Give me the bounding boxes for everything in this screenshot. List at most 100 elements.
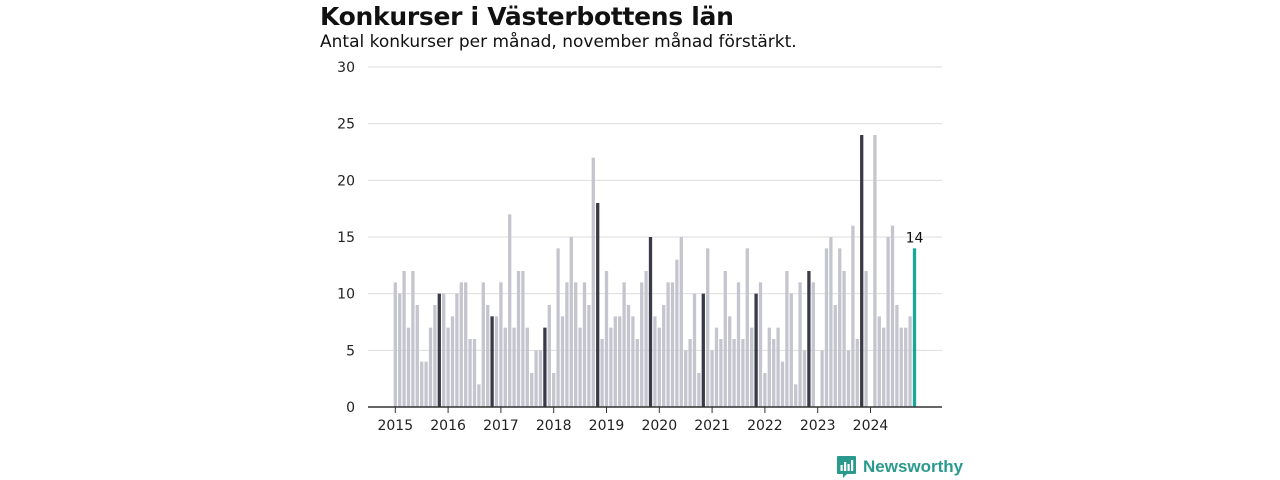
bar — [631, 316, 635, 407]
y-tick-label: 10 — [337, 287, 355, 303]
bar — [415, 305, 419, 407]
bar — [459, 282, 463, 407]
bar — [666, 282, 670, 407]
bar — [530, 373, 534, 407]
november-bar — [860, 135, 864, 407]
bar — [851, 225, 855, 407]
bar — [890, 225, 895, 407]
bar — [569, 237, 573, 407]
bar — [644, 271, 648, 407]
bar — [494, 316, 499, 407]
bar — [578, 327, 582, 407]
y-tick-label: 25 — [337, 117, 355, 133]
bar — [710, 350, 714, 407]
bar — [697, 373, 701, 407]
x-tick-label: 2016 — [430, 418, 466, 434]
bar — [556, 248, 560, 407]
bar — [798, 282, 802, 407]
bar — [838, 248, 842, 407]
bar — [662, 305, 666, 407]
bar — [904, 327, 908, 407]
bar — [758, 282, 763, 407]
bar — [512, 327, 516, 407]
bar — [714, 327, 719, 407]
bar — [411, 271, 415, 407]
bar — [653, 316, 657, 407]
bar — [864, 271, 868, 407]
bar — [772, 339, 776, 407]
bar — [706, 248, 710, 407]
bar — [446, 327, 450, 407]
bar — [776, 327, 780, 407]
bar — [794, 384, 798, 407]
november-bar — [754, 293, 758, 407]
bar — [855, 339, 859, 407]
x-tick-label: 2015 — [377, 418, 413, 434]
bar — [811, 282, 815, 407]
bar — [789, 293, 793, 407]
bar — [591, 157, 595, 407]
november-bar — [437, 293, 441, 407]
bar — [745, 248, 749, 407]
bar — [719, 339, 723, 407]
bar — [842, 271, 846, 407]
bar — [723, 271, 727, 407]
bar — [670, 282, 675, 407]
bar — [609, 327, 613, 407]
bar — [406, 327, 411, 407]
bar — [582, 282, 587, 407]
bar — [552, 373, 556, 407]
bar — [908, 316, 912, 407]
bar — [604, 271, 609, 407]
bar — [635, 339, 639, 407]
bar — [640, 282, 644, 407]
bar — [402, 271, 406, 407]
bar — [472, 339, 477, 407]
bar — [899, 327, 903, 407]
bar — [393, 282, 397, 407]
bar — [679, 237, 683, 407]
latest-bar — [912, 248, 917, 407]
bar — [547, 305, 551, 407]
x-tick-label: 2017 — [483, 418, 519, 434]
bar — [767, 327, 771, 407]
bar — [499, 282, 503, 407]
x-tick-label: 2023 — [800, 418, 836, 434]
bar — [728, 316, 732, 407]
x-tick-label: 2021 — [694, 418, 730, 434]
bar — [882, 327, 886, 407]
bar — [503, 327, 507, 407]
bar — [538, 350, 543, 407]
november-bar — [807, 271, 811, 407]
bar — [516, 271, 521, 407]
bar — [565, 282, 569, 407]
bar — [428, 327, 433, 407]
bar — [622, 282, 626, 407]
bar — [873, 135, 877, 407]
bar — [886, 237, 890, 407]
bar — [618, 316, 622, 407]
bar — [802, 350, 807, 407]
bar — [587, 305, 591, 407]
bar — [420, 361, 424, 407]
newsworthy-logo-icon — [837, 456, 856, 478]
brand-logo[interactable]: Newsworthy — [836, 455, 963, 479]
bar — [877, 316, 881, 407]
bar — [534, 350, 538, 407]
november-bar — [543, 327, 547, 407]
brand-name: Newsworthy — [863, 457, 964, 476]
bar — [450, 316, 455, 407]
bar — [657, 327, 661, 407]
bar — [424, 361, 428, 407]
bar — [464, 282, 468, 407]
y-tick-label: 0 — [346, 400, 355, 416]
bar — [736, 282, 741, 407]
x-tick-label: 2024 — [853, 418, 889, 434]
november-bar — [596, 203, 600, 407]
chart-subtitle: Antal konkurser per månad, november måna… — [320, 32, 797, 52]
bar — [442, 293, 446, 407]
bar — [574, 282, 578, 407]
bar — [508, 214, 512, 407]
x-tick-label: 2022 — [747, 418, 783, 434]
